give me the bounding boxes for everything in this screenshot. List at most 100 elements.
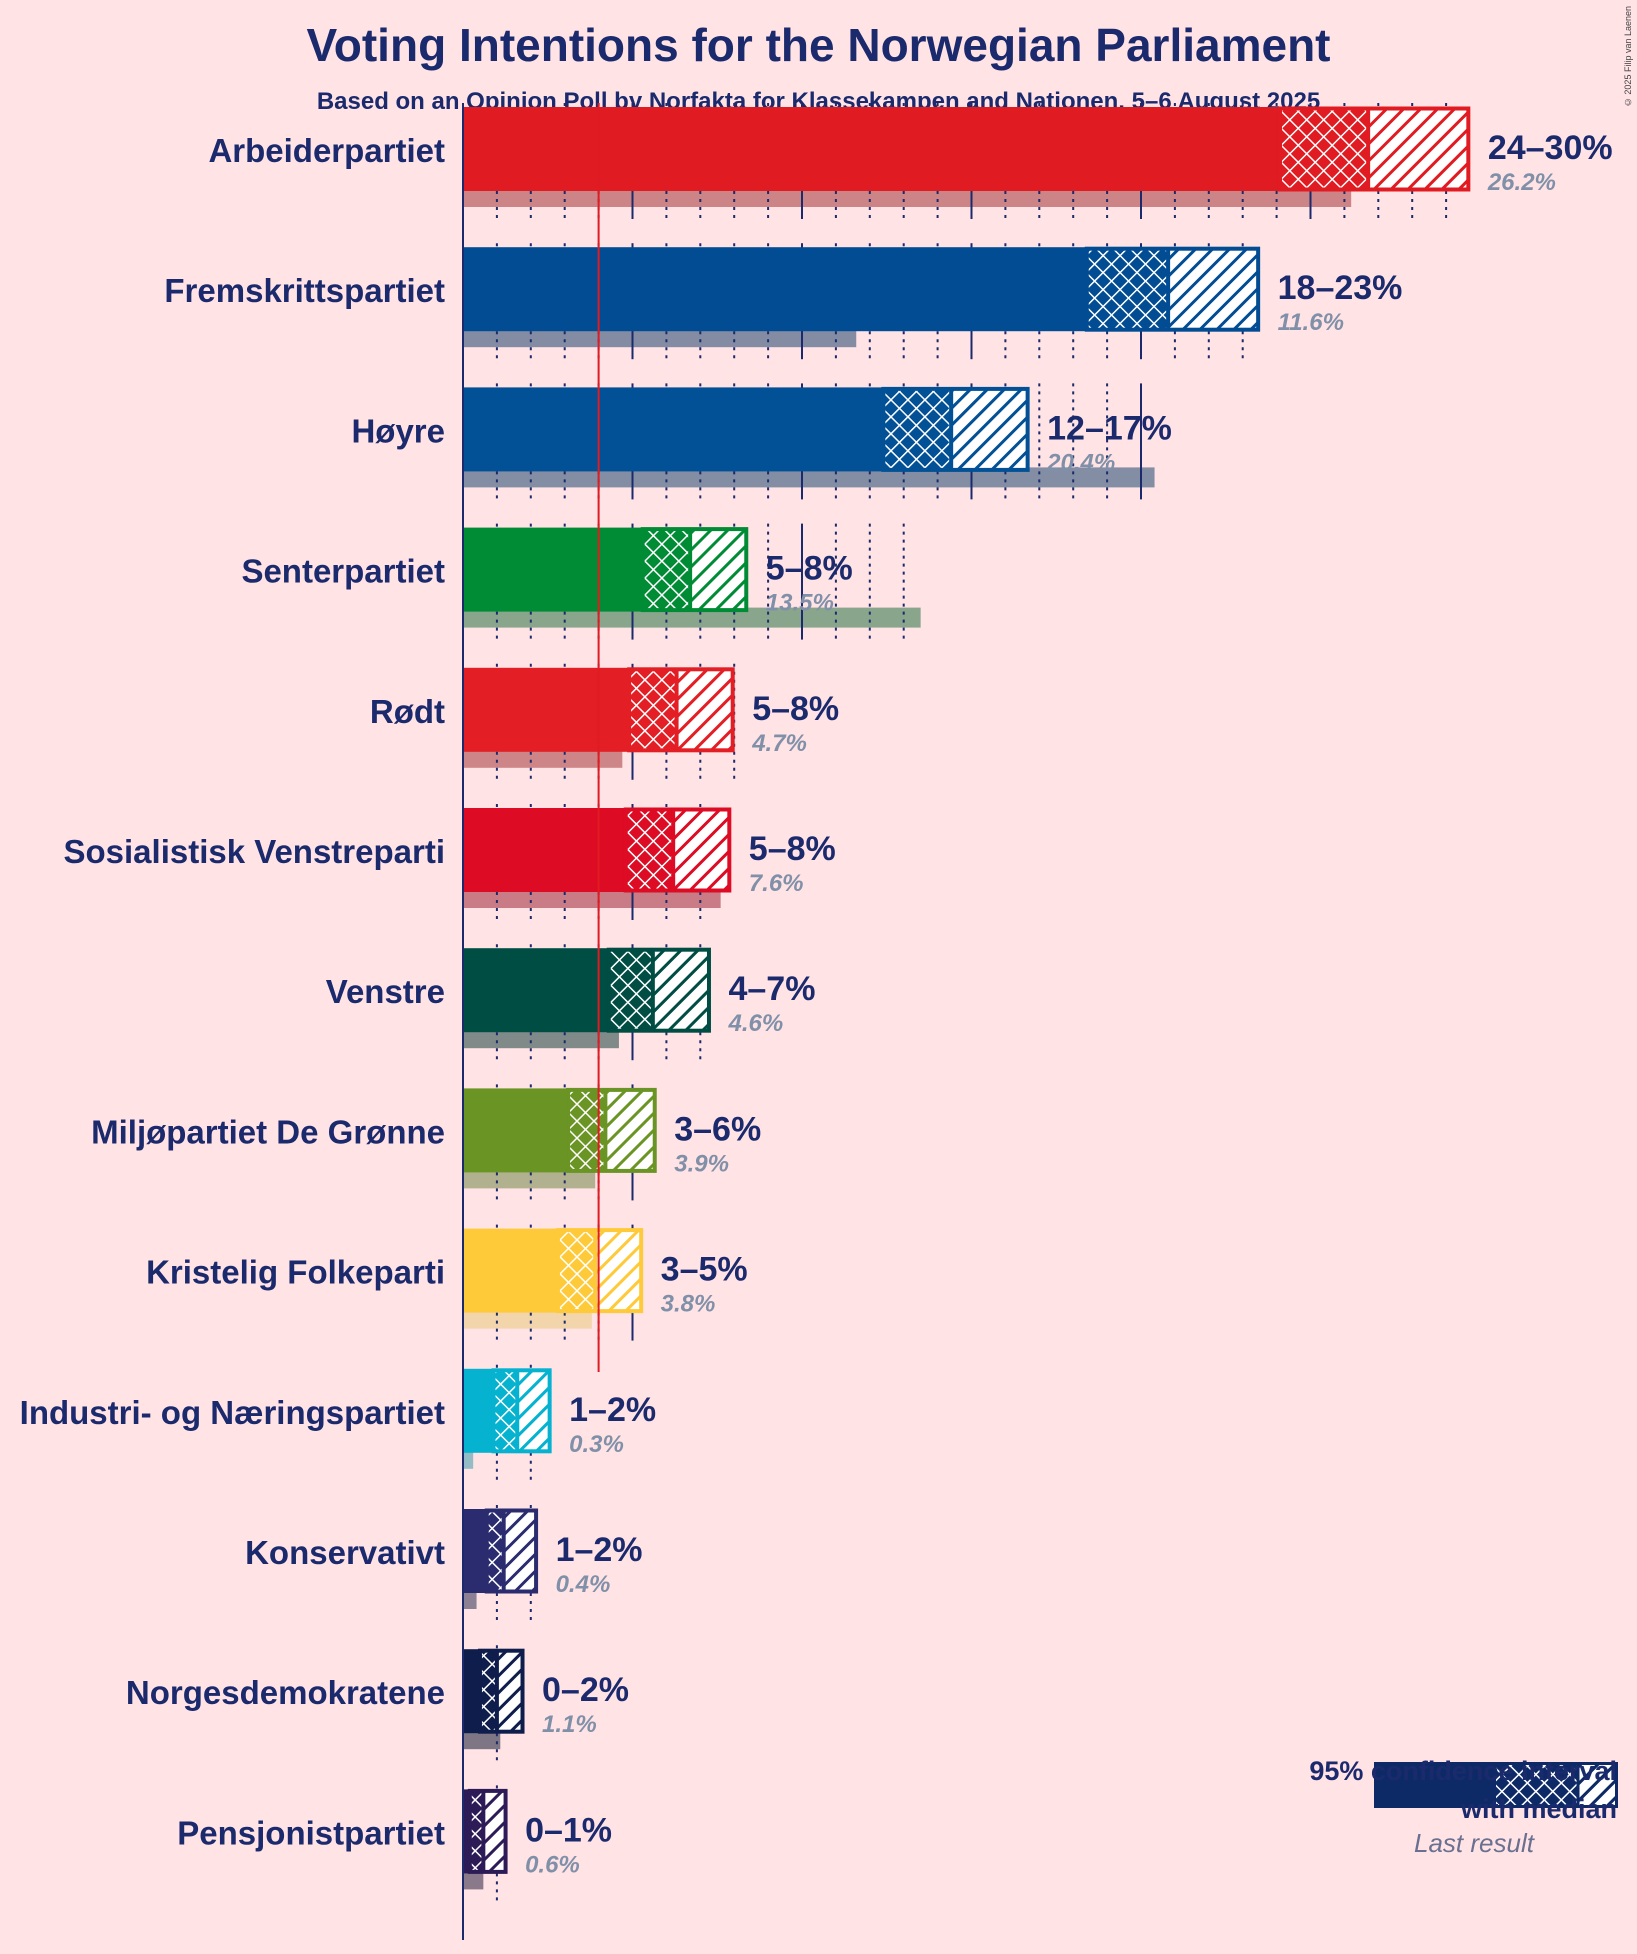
party-label: Rødt xyxy=(370,693,445,730)
ci-upper-hatch xyxy=(483,1789,508,1874)
ci-lower-hatch xyxy=(493,1368,518,1453)
bars-layer: Arbeiderpartiet 24–30%26.2% Fremskrittspar… xyxy=(20,103,1618,1940)
ci-outline xyxy=(1084,246,1261,332)
party-label: Sosialistisk Venstreparti xyxy=(63,833,445,870)
last-result-bar xyxy=(463,1448,474,1469)
ci-solid-bar xyxy=(463,667,630,752)
last-result-bar xyxy=(463,1308,592,1329)
legend-title: 95% confidence interval with median xyxy=(1309,1752,1617,1828)
ci-outline xyxy=(606,947,711,1033)
range-label: 0–2% xyxy=(542,1671,629,1709)
range-label: 5–8% xyxy=(749,830,836,868)
ci-solid-bar xyxy=(463,1789,470,1874)
ci-lower-hatch xyxy=(608,948,653,1033)
last-result-label: 3.9% xyxy=(674,1150,729,1177)
last-result-bar xyxy=(463,467,1155,488)
ci-lower-hatch xyxy=(625,808,674,892)
last-result-label: 7.6% xyxy=(749,870,804,897)
last-result-label: 0.3% xyxy=(569,1431,624,1458)
ci-lower-hatch xyxy=(883,387,952,472)
ci-lower-hatch xyxy=(568,1088,606,1173)
legend-crosshatch-swatch xyxy=(1496,1762,1578,1808)
last-result-bar xyxy=(463,1729,501,1750)
ci-outline xyxy=(467,1788,508,1874)
ci-solid-bar xyxy=(463,387,884,472)
ci-upper-hatch xyxy=(517,1368,552,1453)
ci-upper-hatch xyxy=(605,1088,657,1173)
party-label: Fremskrittspartiet xyxy=(164,272,445,309)
ci-outline xyxy=(484,1508,539,1594)
range-label: 1–2% xyxy=(569,1391,656,1429)
ci-lower-hatch xyxy=(479,1649,497,1734)
ci-outline xyxy=(491,1368,552,1454)
party-label: Miljøpartiet De Grønne xyxy=(91,1113,445,1150)
party-label: Norgesdemokratene xyxy=(126,1674,445,1711)
last-result-bar xyxy=(463,327,857,348)
last-result-bar xyxy=(463,187,1352,207)
ci-lower-hatch xyxy=(557,1228,596,1313)
ci-outline xyxy=(477,1648,525,1734)
ci-upper-hatch xyxy=(1168,247,1260,332)
range-label: 3–5% xyxy=(661,1251,748,1289)
ci-outline xyxy=(1277,106,1471,192)
legend-title-line1: 95% confidence interval xyxy=(1309,1756,1617,1786)
party-label: Pensjonistpartiet xyxy=(177,1814,445,1851)
last-result-label: 0.6% xyxy=(525,1851,580,1878)
ci-outline xyxy=(640,527,749,613)
last-result-bar xyxy=(463,1869,484,1890)
ci-upper-hatch xyxy=(595,1228,643,1313)
ci-solid-bar xyxy=(463,1088,569,1173)
range-label: 1–2% xyxy=(556,1531,643,1569)
last-result-label: 13.5% xyxy=(766,590,834,617)
party-label: Venstre xyxy=(326,973,445,1010)
ci-lower-hatch xyxy=(1086,247,1169,332)
legend-outline xyxy=(1374,1762,1618,1808)
last-result-label: 4.6% xyxy=(727,1010,783,1037)
ci-upper-hatch xyxy=(496,1649,525,1734)
last-result-label: 26.2% xyxy=(1487,169,1556,196)
last-result-label: 11.6% xyxy=(1278,309,1344,336)
ci-solid-bar xyxy=(463,1228,558,1313)
ci-solid-bar xyxy=(463,948,609,1033)
last-result-label: 1.1% xyxy=(542,1711,597,1738)
last-result-bar xyxy=(463,607,921,628)
party-label: Høyre xyxy=(351,412,445,449)
ci-lower-hatch xyxy=(469,1789,484,1874)
ci-solid-bar xyxy=(463,1649,480,1734)
last-result-label: 3.8% xyxy=(661,1291,716,1318)
last-result-bar xyxy=(463,747,623,768)
ci-outline xyxy=(627,667,735,753)
ci-lower-hatch xyxy=(629,667,677,752)
chart-title: Voting Intentions for the Norwegian Parl… xyxy=(306,19,1331,71)
range-label: 4–7% xyxy=(728,970,815,1008)
legend-title-line2: with median xyxy=(1460,1794,1617,1824)
legend-diagonal-swatch xyxy=(1578,1762,1618,1808)
ci-lower-hatch xyxy=(486,1509,504,1593)
ci-upper-hatch xyxy=(673,808,731,892)
ci-outline xyxy=(566,1087,657,1173)
ci-upper-hatch xyxy=(951,387,1030,472)
ci-solid-bar xyxy=(463,527,643,612)
party-label: Industri- og Næringspartiet xyxy=(20,1394,445,1431)
range-label: 12–17% xyxy=(1047,409,1172,447)
ci-lower-hatch xyxy=(642,527,691,612)
range-label: 3–6% xyxy=(674,1110,761,1148)
ci-solid-bar xyxy=(463,1509,487,1593)
last-result-label: 20.4% xyxy=(1046,449,1115,476)
last-result-bar xyxy=(463,888,721,908)
range-label: 0–1% xyxy=(525,1811,612,1849)
party-label: Kristelig Folkeparti xyxy=(146,1254,445,1291)
ci-upper-hatch xyxy=(676,667,735,752)
party-label: Konservativt xyxy=(245,1534,445,1571)
ci-solid-bar xyxy=(463,247,1087,332)
last-result-label: 0.4% xyxy=(556,1571,611,1598)
ci-upper-hatch xyxy=(652,948,711,1033)
last-result-bar xyxy=(463,1589,477,1609)
range-label: 24–30% xyxy=(1488,129,1613,167)
range-label: 18–23% xyxy=(1278,269,1403,307)
party-label: Senterpartiet xyxy=(241,553,445,590)
ci-solid-bar xyxy=(463,107,1280,191)
ci-solid-bar xyxy=(463,1368,494,1453)
range-label: 5–8% xyxy=(766,550,853,588)
